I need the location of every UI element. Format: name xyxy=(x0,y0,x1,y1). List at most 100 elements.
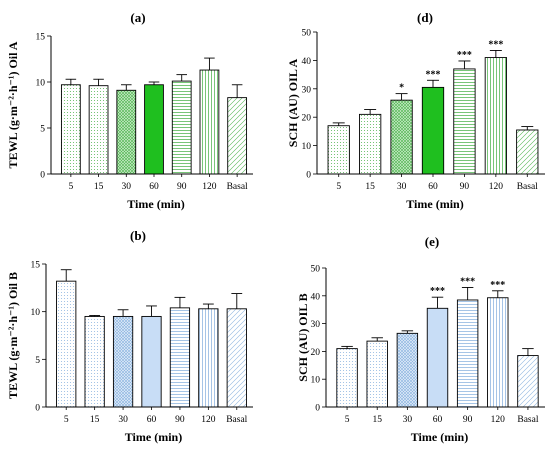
bar xyxy=(426,307,449,408)
bar xyxy=(456,299,479,408)
y-tick-label: 0 xyxy=(35,404,40,414)
significance-label: * xyxy=(399,83,404,94)
bar xyxy=(169,307,191,408)
x-tick-label: 60 xyxy=(428,182,438,192)
y-tick-label: 15 xyxy=(31,261,41,271)
bar xyxy=(84,315,105,408)
x-tick-label: 60 xyxy=(149,182,159,192)
y-axis-title: SCH (AU) OIL B xyxy=(296,293,310,381)
y-tick-label: 10 xyxy=(311,376,321,386)
panel-label: (b) xyxy=(130,228,146,243)
x-axis-title: Time (min) xyxy=(406,197,463,211)
bar xyxy=(453,68,476,175)
x-tick-label: 90 xyxy=(177,182,187,192)
bar xyxy=(199,69,220,175)
x-tick-label: Basal xyxy=(227,182,248,192)
y-axis-title: TEWL (g·m⁻²·h⁻¹) Oil B xyxy=(6,272,20,399)
bar xyxy=(516,129,539,175)
panel-label: (d) xyxy=(417,10,433,25)
x-tick-label: 120 xyxy=(201,415,216,425)
significance-label: *** xyxy=(426,69,441,80)
panel-label: (e) xyxy=(425,234,439,249)
bar xyxy=(112,315,134,408)
significance-label: *** xyxy=(457,50,472,61)
x-tick-label: 30 xyxy=(118,415,128,425)
panel-label: (a) xyxy=(130,10,145,25)
x-tick-label: 30 xyxy=(122,182,132,192)
bar xyxy=(396,332,419,408)
y-tick-label: 10 xyxy=(36,79,46,89)
bar xyxy=(366,340,388,408)
x-tick-label: Basal xyxy=(517,182,538,192)
x-tick-label: 5 xyxy=(64,415,69,425)
x-tick-label: 120 xyxy=(491,415,506,425)
x-tick-label: 60 xyxy=(147,415,157,425)
y-axis-title: TEWL (g·m⁻²·h⁻¹) Oil A xyxy=(6,41,20,168)
y-tick-label: 15 xyxy=(36,33,46,43)
chart-panel-a: (a) TEWL (g·m⁻²·h⁻¹) Oil A Time (min) 5 15 30… xyxy=(6,10,253,211)
bar xyxy=(484,57,507,175)
x-tick-label: 90 xyxy=(463,415,473,425)
x-tick-label: 30 xyxy=(403,415,413,425)
x-tick-label: 90 xyxy=(175,415,185,425)
x-axis-title: Time (min) xyxy=(125,430,182,444)
significance-label: *** xyxy=(460,276,475,287)
significance-label: *** xyxy=(488,39,503,50)
bar xyxy=(60,84,81,175)
significance-label: *** xyxy=(430,286,445,297)
bar xyxy=(226,308,247,408)
bar xyxy=(88,85,109,175)
y-tick-label: 5 xyxy=(40,125,45,135)
y-tick-label: 40 xyxy=(302,57,312,67)
y-tick-label: 0 xyxy=(315,404,320,414)
y-tick-label: 10 xyxy=(302,142,312,152)
bar xyxy=(421,86,445,175)
x-tick-label: Basal xyxy=(517,415,538,425)
x-tick-label: 120 xyxy=(202,182,217,192)
y-tick-label: 20 xyxy=(311,348,321,358)
bar xyxy=(336,348,358,408)
significance-label: *** xyxy=(490,280,505,291)
y-tick-label: 0 xyxy=(40,171,45,181)
x-tick-label: 30 xyxy=(397,182,407,192)
y-tick-label: 0 xyxy=(306,171,311,181)
x-axis-title: Time (min) xyxy=(411,430,468,444)
bar xyxy=(327,125,350,175)
bar xyxy=(198,308,219,408)
chart-panel-d: (d) SCH (AU) OIL A Time (min) 5 15 * 30 *** 60 **… xyxy=(286,10,545,211)
chart-panel-e: (e) SCH (AU) OIL B Time (min) 5 15 30 *** 60 ***… xyxy=(296,234,545,444)
bar xyxy=(116,89,137,175)
bar xyxy=(390,99,413,175)
x-tick-label: 15 xyxy=(372,415,382,425)
y-tick-label: 50 xyxy=(311,265,321,275)
x-tick-label: 5 xyxy=(68,182,73,192)
y-tick-label: 30 xyxy=(302,85,312,95)
x-tick-label: 5 xyxy=(345,415,350,425)
bar xyxy=(144,84,164,175)
bar xyxy=(141,315,162,408)
bar xyxy=(517,355,539,408)
x-tick-label: 15 xyxy=(90,415,100,425)
bar xyxy=(56,280,77,408)
x-tick-label: 15 xyxy=(365,182,375,192)
y-tick-label: 5 xyxy=(35,356,40,366)
y-axis-title: SCH (AU) OIL A xyxy=(286,58,300,147)
bar xyxy=(359,113,382,175)
x-tick-label: 15 xyxy=(94,182,104,192)
x-tick-label: 120 xyxy=(489,182,504,192)
x-tick-label: 60 xyxy=(433,415,443,425)
x-tick-label: 90 xyxy=(460,182,470,192)
y-tick-label: 40 xyxy=(311,292,321,302)
y-tick-label: 10 xyxy=(31,308,41,318)
chart-panel-b: (b) TEWL (g·m⁻²·h⁻¹) Oil B Time (min) 5 15 30… xyxy=(6,228,253,444)
y-tick-label: 30 xyxy=(311,320,321,330)
bar xyxy=(171,80,192,175)
bar xyxy=(487,297,509,408)
bar xyxy=(227,97,248,175)
y-tick-label: 20 xyxy=(302,114,312,124)
y-tick-label: 50 xyxy=(302,29,312,39)
x-axis-title: Time (min) xyxy=(127,197,184,211)
x-tick-label: Basal xyxy=(226,415,247,425)
x-tick-label: 5 xyxy=(336,182,341,192)
